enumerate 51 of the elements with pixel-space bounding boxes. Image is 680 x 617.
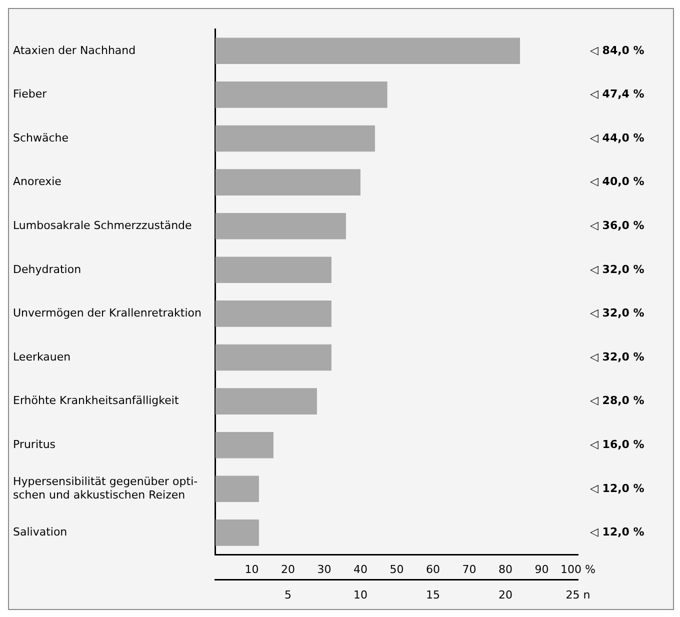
bar: [215, 169, 360, 196]
data-label: ◁ 12,0 %: [590, 482, 644, 495]
x2-tick-label: 15: [426, 588, 440, 602]
x-tick-label: 60: [426, 563, 440, 576]
data-label: ◁ 47,4 %: [590, 88, 644, 101]
x-tick-label: 30: [317, 563, 332, 576]
bar: [215, 388, 317, 414]
data-label: ◁ 32,0 %: [590, 262, 644, 276]
data-label: ◁ 12,0 %: [590, 526, 644, 539]
bar: [215, 344, 332, 371]
bar: [215, 476, 259, 502]
x-tick-label: 100 %: [560, 563, 596, 576]
x2-tick-label: 25 n: [566, 588, 590, 602]
bar: [215, 38, 520, 64]
y-tick-label: Fieber: [13, 88, 48, 101]
y-tick-label: Ataxien der Nachhand: [13, 44, 136, 57]
x2-tick-label: 10: [353, 588, 368, 602]
x2-tick-label: 5: [284, 588, 292, 602]
data-label: ◁ 36,0 %: [590, 218, 644, 232]
x-tick-label: 20: [280, 563, 295, 576]
y-tick-label: Lumbosakrale Schmerzzustände: [13, 218, 192, 232]
y-tick-label: Erhöhte Krankheitsanfälligkeit: [13, 394, 180, 408]
bar: [215, 300, 332, 327]
y-tick-label: Pruritus: [13, 438, 56, 451]
x-tick-label: 80: [498, 563, 512, 576]
bar: [215, 82, 388, 108]
data-label: ◁ 44,0 %: [590, 131, 644, 144]
x-tick-label: 90: [534, 563, 549, 576]
y-tick-label: Hypersensibilität gegenüber opti- schen und akkustischen Reizen: [13, 475, 198, 502]
x-tick-label: 10: [244, 563, 259, 576]
data-label: ◁ 28,0 %: [590, 394, 644, 408]
y-tick-label: Anorexie: [13, 175, 62, 188]
data-label: ◁ 32,0 %: [590, 350, 644, 364]
data-label: ◁ 40,0 %: [590, 175, 644, 188]
y-tick-label: Leerkauen: [13, 350, 71, 364]
y-tick-label: Schwäche: [13, 131, 69, 144]
x-tick-label: 70: [462, 563, 476, 576]
x-tick-label: 40: [353, 563, 368, 576]
bar: [215, 520, 259, 546]
y-tick-label: Dehydration: [13, 262, 82, 276]
x-tick-label: 50: [390, 563, 404, 576]
data-label: ◁ 32,0 %: [590, 306, 644, 320]
y-tick-label: Salivation: [13, 526, 68, 539]
data-label: ◁ 16,0 %: [590, 438, 644, 451]
x2-tick-label: 20: [498, 588, 512, 602]
y-tick-label: Unvermögen der Krallenretraktion: [13, 306, 202, 320]
bar: [215, 125, 375, 152]
data-label: ◁ 84,0 %: [590, 44, 644, 57]
bar: [215, 432, 274, 458]
bar: [215, 256, 332, 284]
bar: [215, 212, 346, 240]
